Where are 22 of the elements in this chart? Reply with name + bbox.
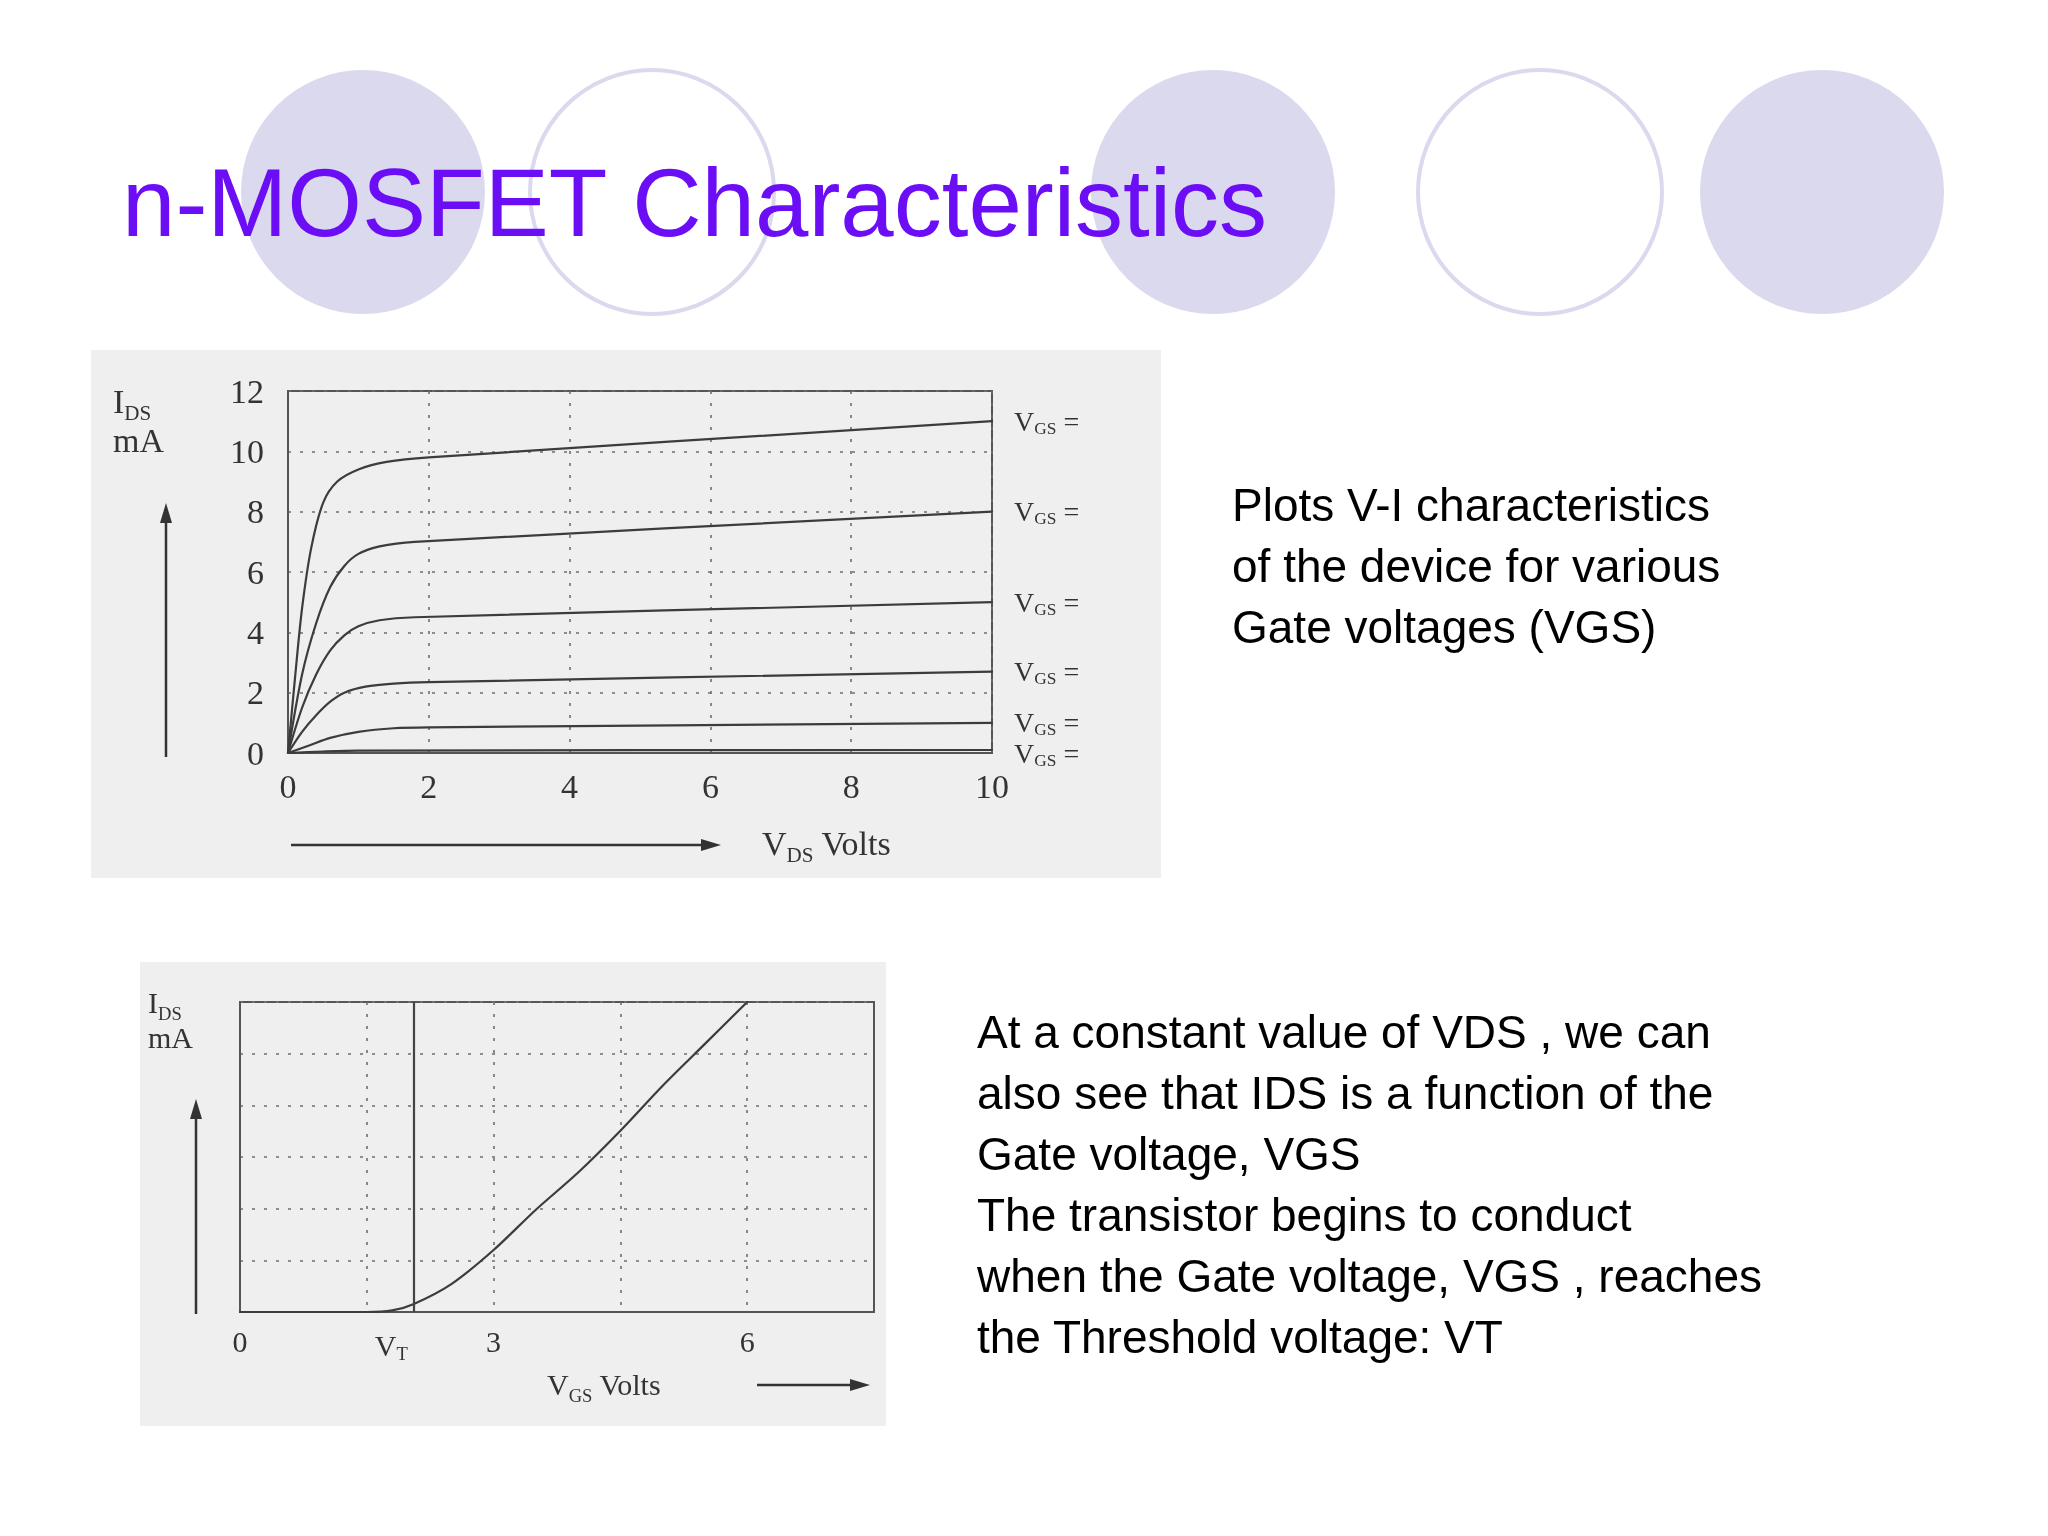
x-tick-label: 8 bbox=[842, 767, 860, 805]
x-axis-title: V$_{GS}$ Volts bbox=[547, 1368, 661, 1406]
y-tick-label: 4 bbox=[247, 613, 264, 651]
x-tick-label: 4 bbox=[561, 767, 579, 805]
y-tick-label: 0 bbox=[247, 734, 264, 772]
x-tick-label: 6 bbox=[739, 1324, 755, 1358]
y-tick-label: 10 bbox=[230, 432, 264, 470]
text: Plots V-I characteristics of the device for various Gate voltages (VGS) bbox=[1232, 478, 1721, 655]
x-tick-label: 10 bbox=[975, 767, 1009, 805]
y-tick-label: 6 bbox=[247, 553, 264, 591]
y-axis-title: I$_{DS}$ mA bbox=[113, 382, 164, 461]
y-tick-label: 8 bbox=[247, 493, 264, 531]
x-tick-label: 2 bbox=[420, 767, 438, 805]
y-axis-title: I$_{DS}$ mA bbox=[148, 986, 193, 1055]
chart-title: n-MOSFET Characteristics bbox=[122, 149, 1268, 256]
x-tick-label: 3 bbox=[486, 1324, 502, 1358]
y-tick-label: 12 bbox=[230, 372, 264, 410]
y-tick-label: 2 bbox=[247, 674, 264, 712]
x-axis-title: V$_{DS}$ Volts bbox=[762, 824, 891, 868]
text: At a constant value of VDS , we can also see that IDS is a function of the Gate voltage, VGS The transistor begins to conduct when the Gate voltage, VGS , reaches the Threshold voltage: VT bbox=[977, 1005, 1763, 1365]
x-tick-label: 0 bbox=[279, 767, 297, 805]
x-tick-label: 6 bbox=[701, 767, 719, 805]
